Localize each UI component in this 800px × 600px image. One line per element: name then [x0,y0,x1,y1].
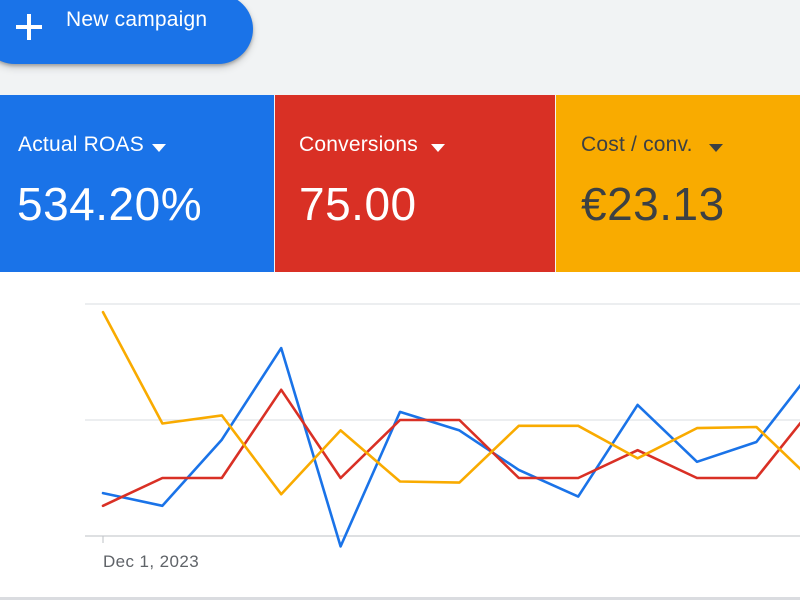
series-line-actual-roas[interactable] [101,346,800,548]
plus-icon [16,14,42,40]
dropdown-caret-icon[interactable] [431,144,445,152]
dropdown-caret-icon[interactable] [709,144,723,152]
dropdown-caret-icon[interactable] [152,144,166,152]
scorecards-row: Actual ROAS 534.20% Conversions 75.00 Co… [0,95,800,272]
series-line-conversions[interactable] [101,388,800,508]
top-toolbar: New campaign [0,0,800,95]
scorecard-value: €23.13 [581,178,725,230]
scorecard-cost-per-conversion[interactable]: Cost / conv. €23.13 [556,95,800,272]
scorecard-value: 75.00 [299,178,417,230]
series-line-cost-conv[interactable] [101,310,800,496]
new-campaign-label: New campaign [66,8,208,31]
scorecard-title: Conversions [299,133,418,156]
x-tick-label: Dec 1, 2023 [103,552,199,571]
scorecard-conversions[interactable]: Conversions 75.00 [275,95,555,272]
panel-bottom-border [0,597,800,600]
new-campaign-button[interactable]: New campaign [0,0,253,64]
scorecard-actual-roas[interactable]: Actual ROAS 534.20% [0,95,274,272]
performance-chart-panel: Dec 1, 2023 [0,272,800,600]
scorecard-title: Actual ROAS [18,133,144,156]
scorecard-value: 534.20% [17,178,203,230]
performance-line-chart: Dec 1, 2023 [85,303,800,571]
scorecard-title: Cost / conv. [581,133,693,156]
